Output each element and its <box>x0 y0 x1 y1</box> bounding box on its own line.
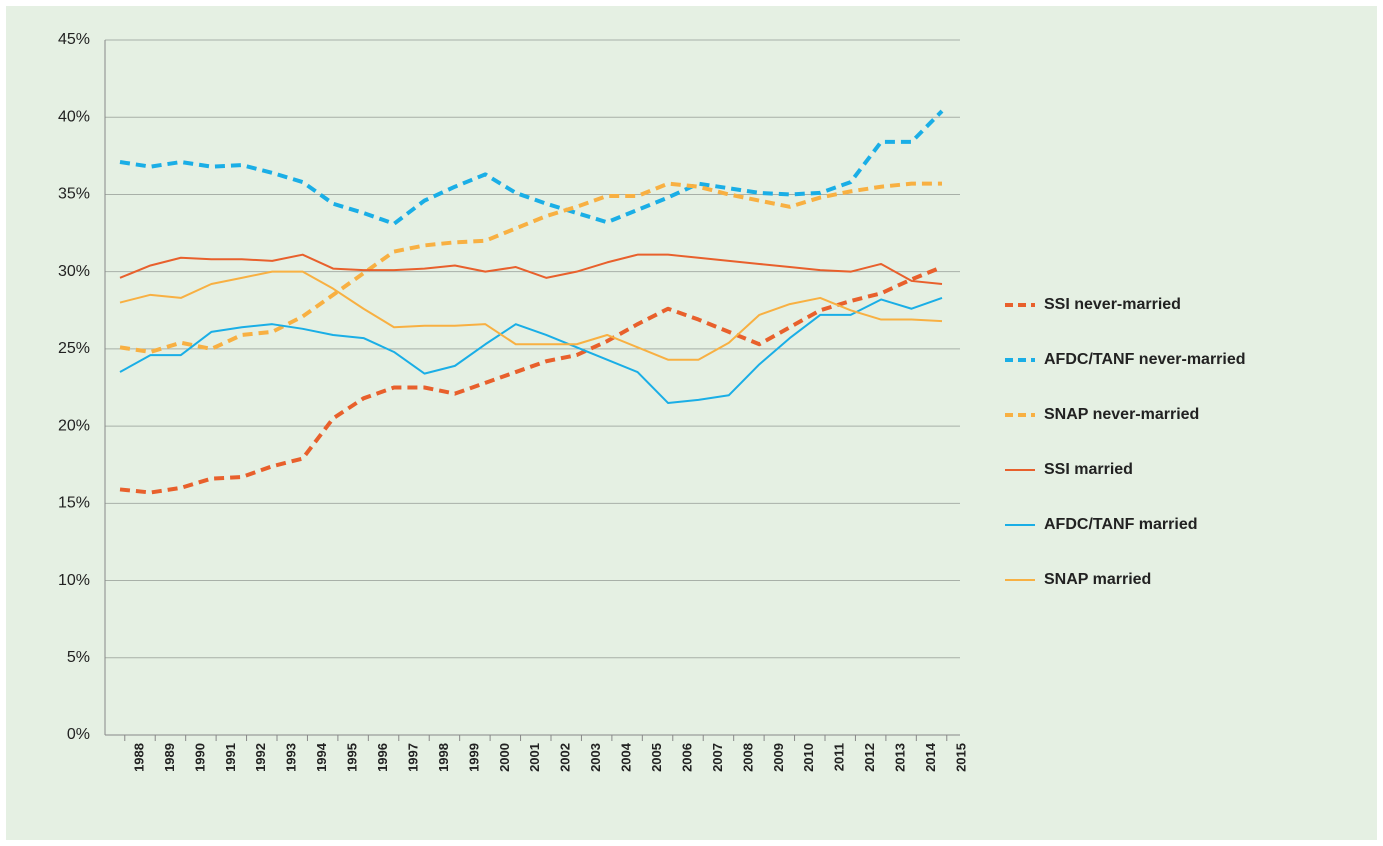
x-tick-label: 2003 <box>588 743 603 772</box>
series-line <box>119 181 942 354</box>
legend-label: SNAP never-married <box>1044 406 1199 423</box>
x-tick-label: 2005 <box>649 743 664 772</box>
legend-label: AFDC/TANF married <box>1044 516 1198 533</box>
x-tick-label: 2011 <box>832 743 847 771</box>
legend-label: SSI never-married <box>1044 296 1181 313</box>
x-tick-label: 2001 <box>527 743 542 772</box>
x-tick-label: 1998 <box>436 743 451 772</box>
x-tick-label: 1997 <box>405 743 420 772</box>
x-tick-label: 2013 <box>893 743 908 772</box>
legend-label: AFDC/TANF never-married <box>1044 351 1246 368</box>
x-tick-label: 2007 <box>710 743 725 772</box>
x-tick-label: 2009 <box>771 743 786 772</box>
y-tick-label: 40% <box>58 108 90 125</box>
x-tick-label: 2012 <box>862 743 877 772</box>
x-tick-label: 2004 <box>619 742 634 772</box>
x-tick-label: 1993 <box>284 743 299 772</box>
x-tick-label: 1989 <box>162 743 177 772</box>
x-tick-label: 1990 <box>192 743 207 772</box>
y-tick-label: 0% <box>67 726 90 743</box>
x-tick-label: 2000 <box>497 743 512 772</box>
legend-label: SNAP married <box>1044 571 1151 588</box>
x-tick-label: 1996 <box>375 743 390 772</box>
y-tick-label: 30% <box>58 263 90 280</box>
x-tick-label: 2015 <box>953 743 968 772</box>
x-tick-label: 2014 <box>923 742 938 772</box>
series-line <box>119 253 943 286</box>
x-tick-label: 1991 <box>223 743 238 772</box>
x-tick-label: 2002 <box>558 743 573 772</box>
y-tick-label: 20% <box>58 417 90 434</box>
x-tick-label: 1995 <box>345 743 360 772</box>
y-tick-label: 45% <box>58 31 90 48</box>
y-tick-label: 15% <box>58 495 90 512</box>
chart-background <box>6 6 1377 840</box>
x-tick-label: 1999 <box>466 743 481 772</box>
x-tick-label: 2008 <box>740 743 755 772</box>
y-tick-label: 35% <box>58 186 90 203</box>
y-tick-label: 5% <box>67 649 90 666</box>
x-tick-label: 1988 <box>131 743 146 772</box>
legend-label: SSI married <box>1044 461 1133 478</box>
x-tick-label: 1992 <box>253 743 268 772</box>
series-line <box>119 296 943 404</box>
series-line <box>119 265 943 495</box>
series-line <box>119 270 943 361</box>
y-tick-label: 10% <box>58 572 90 589</box>
x-tick-label: 1994 <box>314 742 329 772</box>
y-tick-label: 25% <box>58 340 90 357</box>
x-tick-label: 2010 <box>801 743 816 772</box>
x-tick-label: 2006 <box>679 743 694 772</box>
